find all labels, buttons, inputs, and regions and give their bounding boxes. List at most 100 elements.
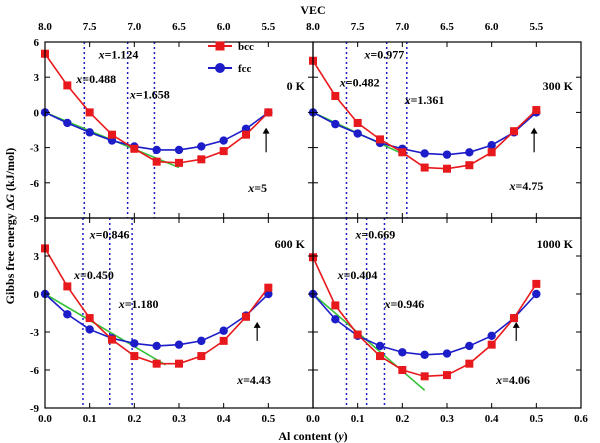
panel-2-bcc-point: [465, 161, 474, 170]
panel-3-x-annotation: x=1.180: [118, 297, 159, 311]
panel-3-bcc-point: [175, 359, 183, 368]
panel-2-fcc-point: [331, 119, 340, 129]
panel-1-fcc-point: [197, 142, 206, 151]
vec-tick-label: 6.0: [485, 21, 499, 33]
panel-2-fcc-point: [420, 149, 429, 158]
x-tick-label: 0.3: [440, 413, 454, 425]
panel-1-bcc-point: [108, 130, 116, 139]
panel-1-bcc-point: [197, 155, 206, 164]
panel-2-fcc-point: [353, 129, 362, 138]
x-axis-title: Al content (y): [278, 429, 347, 443]
panel-1-fcc-point: [174, 145, 184, 155]
panel-1-fcc-point: [152, 145, 161, 155]
vec-tick-label: 7.5: [83, 21, 97, 33]
panel-3-fcc-point: [219, 326, 228, 335]
panel-3-fcc-point: [152, 341, 161, 351]
panel-3-bcc-point: [219, 336, 228, 345]
panel-3-fcc-point: [264, 289, 273, 299]
panel-3-x-annotation: x=4.43: [236, 373, 271, 387]
panel-4-bcc-point: [376, 352, 384, 361]
x-tick-label: 0.3: [172, 413, 186, 425]
panel-3-temperature-label: 600 K: [275, 237, 306, 251]
vec-tick-label: 5.5: [529, 21, 543, 33]
x-tick-label: 0.1: [351, 413, 365, 425]
y-tick-label: 0: [34, 107, 40, 119]
panel-2-bcc-point: [353, 118, 362, 127]
legend-fcc-label: fcc: [238, 63, 252, 75]
panel-1-bcc-point: [85, 108, 94, 117]
panel-1-bcc-point: [242, 130, 250, 139]
y-tick-label: 6: [34, 37, 40, 49]
panel-4-fcc-point: [398, 348, 407, 357]
x-tick-label: 0.2: [127, 413, 141, 425]
panel-3-bcc-point: [130, 352, 139, 361]
y-tick-label: 3: [34, 72, 40, 84]
panel-4-fcc-point: [487, 331, 496, 340]
panel-4-x-annotation: x=0.946: [383, 297, 424, 311]
panel-1-temperature-label: 0 K: [287, 79, 306, 93]
x-tick-label: 0.6: [574, 413, 588, 425]
y-tick-label: -3: [30, 327, 40, 339]
x-tick-label: 0.4: [217, 413, 231, 425]
panel-4-fcc-point: [375, 341, 385, 351]
x-tick-label: 0.1: [83, 413, 97, 425]
panel-4-bcc-point: [487, 340, 496, 349]
vec-tick-label: 7.5: [351, 21, 365, 33]
panel-4-x-annotation: x=0.669: [354, 227, 395, 241]
y-tick-label: -9: [30, 403, 40, 415]
panel-2-temperature-label: 300 K: [543, 79, 574, 93]
panel-3-fcc-point: [174, 340, 184, 349]
y-tick-label: 3: [34, 251, 40, 263]
panel-4-x-annotation: x=0.404: [337, 268, 378, 282]
panel-4-bcc-point: [532, 279, 541, 288]
panel-1-bcc-point: [63, 81, 72, 90]
panel-3-fcc-point: [85, 325, 94, 334]
panel-1-fcc-point: [219, 136, 228, 145]
panel-3-bcc-point: [108, 335, 116, 344]
panel-4-bcc-point: [420, 372, 429, 381]
legend-fcc-marker: [215, 63, 225, 73]
panel-3-bcc-point: [242, 312, 250, 321]
legend-bcc-marker: [215, 41, 225, 51]
panel-1-bcc-point: [219, 147, 228, 156]
panel-2-x-annotation: x=4.75: [509, 179, 544, 193]
x-tick-label: 0.5: [261, 413, 275, 425]
y-tick-label: -3: [30, 143, 40, 155]
panel-2-x-annotation: x=0.977: [363, 47, 404, 61]
x-tick-label: 0.0: [38, 413, 52, 425]
y-tick-label: -6: [30, 178, 40, 190]
panel-1-x-annotation: x=1.124: [98, 47, 139, 61]
legend-bcc-label: bcc: [238, 41, 254, 53]
y-tick-label: -9: [30, 213, 40, 225]
panel-3-bcc-point: [152, 359, 161, 368]
panel-1-bcc-point: [175, 158, 183, 167]
panel-4-bcc-point: [510, 314, 518, 323]
panel-1-x-annotation: x=5: [247, 181, 267, 195]
panel-3-bcc-point: [85, 314, 94, 323]
panel-4-temperature-label: 1000 K: [537, 237, 574, 251]
panel-1-fcc-line: [44, 111, 269, 151]
panel-1-bcc-point: [130, 144, 139, 153]
panel-2-x-annotation: x=0.482: [339, 76, 380, 90]
panel-3-fcc-point: [63, 310, 72, 319]
x-tick-label: 0.0: [306, 413, 320, 425]
vec-tick-label: 8.0: [306, 21, 320, 33]
top-axis-title: VEC: [300, 3, 325, 17]
panel-4-bcc-point: [398, 366, 407, 374]
panel-1-x-annotation: x=0.488: [75, 72, 116, 86]
vec-tick-label: 5.5: [261, 21, 275, 33]
legend: bcc fcc: [208, 41, 254, 75]
panel-1-arrow-head: [262, 127, 270, 134]
panel-3-tangent-line: [44, 293, 167, 366]
panel-2-fcc-point: [487, 141, 496, 150]
panel-2-fcc-point: [465, 148, 474, 157]
panel-4-fcc-point: [442, 349, 452, 358]
panel-4-bcc-point: [465, 359, 474, 368]
panel-4-bcc-point: [443, 371, 451, 380]
panel-2-bcc-point: [376, 135, 384, 144]
panel-4-fcc-point: [331, 315, 340, 324]
panel-2-x-annotation: x=1.361: [404, 93, 445, 107]
panel-3-x-annotation: x=0.450: [73, 268, 114, 282]
panel-3-bcc-point: [264, 283, 273, 292]
panel-4-fcc-point: [532, 289, 541, 299]
